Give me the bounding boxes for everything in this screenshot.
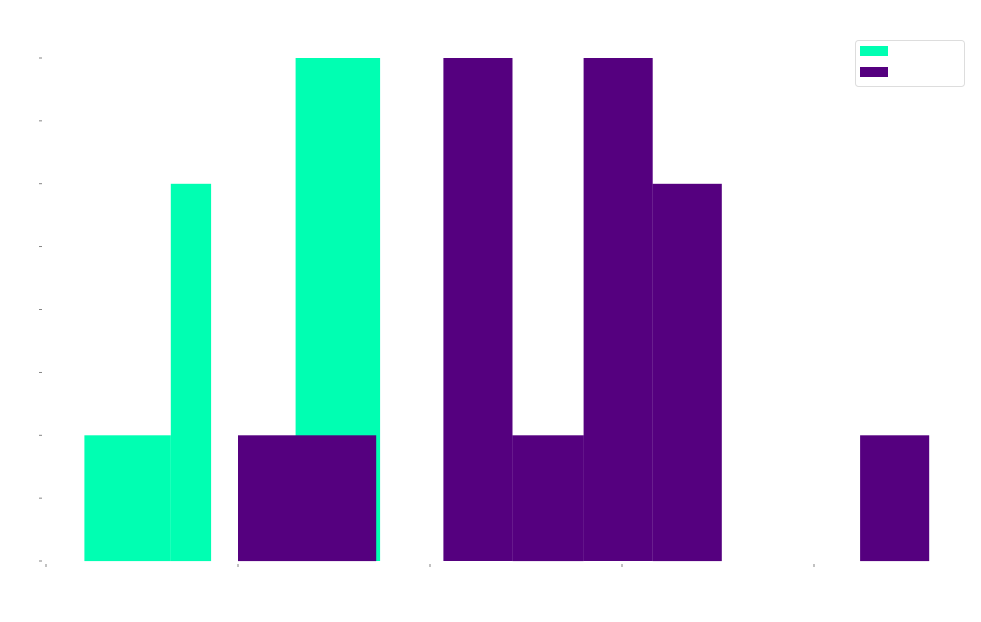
histogram-bar-series-2-bin-4 bbox=[583, 58, 653, 561]
axes-layer bbox=[39, 57, 815, 567]
legend-swatch-1 bbox=[860, 46, 888, 56]
histogram-bar-series-2-bin-3 bbox=[512, 435, 584, 562]
histogram-bar-series-2-bin-2 bbox=[443, 58, 513, 561]
histogram-bar-series-2-bin-6 bbox=[860, 435, 930, 562]
histogram-bar-series-1-bin-2 bbox=[170, 183, 212, 562]
legend-swatch-2 bbox=[860, 67, 888, 77]
legend bbox=[855, 40, 965, 87]
histogram-bar-series-2-bin-5 bbox=[652, 183, 722, 562]
bars-layer bbox=[84, 58, 930, 562]
histogram-bar-series-2-bin-1 bbox=[238, 435, 377, 562]
histogram-bar-series-1-bin-1 bbox=[84, 435, 171, 562]
